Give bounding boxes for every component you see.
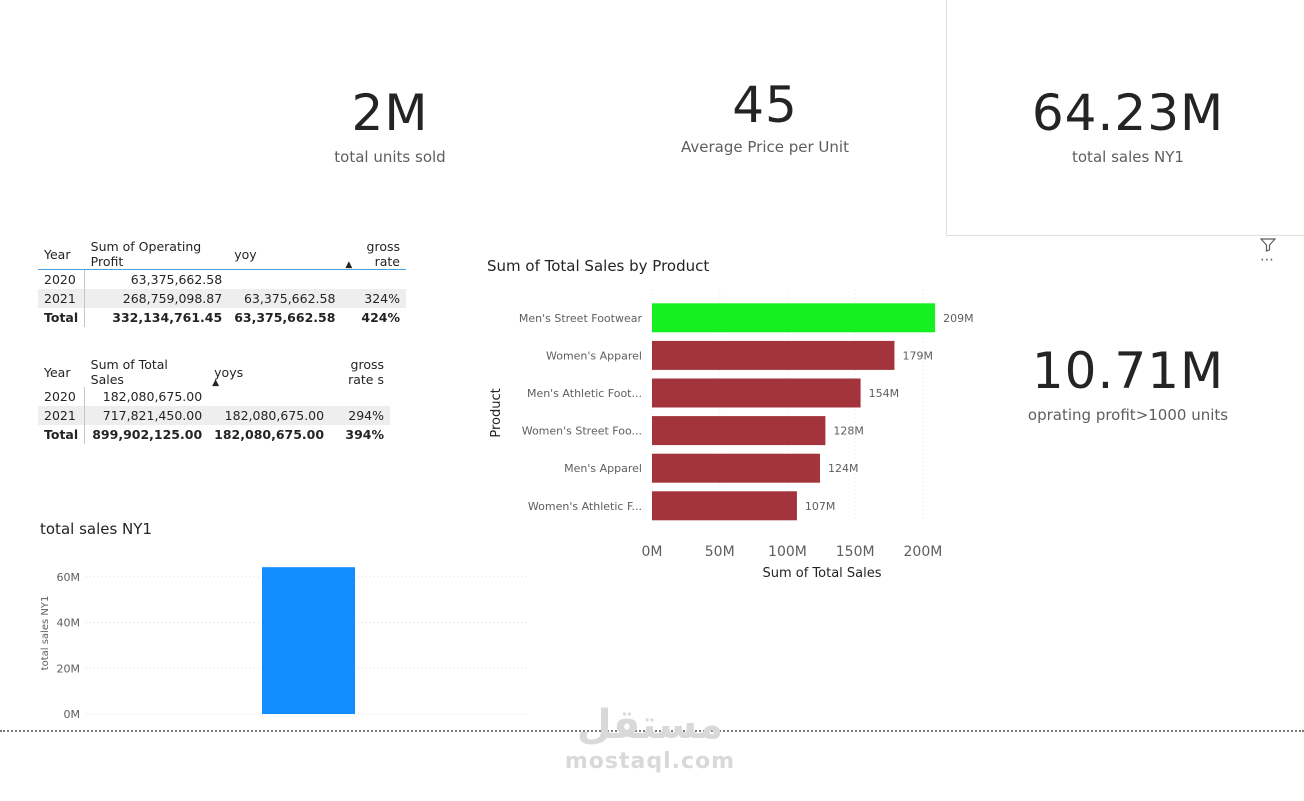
ny1-sales-chart[interactable]: 0M 20M 40M 60M total sales NY1 [30,545,530,730]
x-tick-label: 50M [705,544,735,560]
year-cell: 2020 [38,387,86,406]
kpi-value: 10.71M [1031,342,1225,400]
sort-ascending-icon: ▲ [212,378,220,388]
kpi-card-sales-ny1[interactable]: 64.23M total sales NY1 [1010,88,1246,166]
operating-profit-table: Year Sum of Operating Profit yoy gross r… [38,239,406,327]
year-cell: 2020 [38,269,86,289]
more-options-icon[interactable]: ⋯ [1260,252,1274,268]
yoys-cell: 182,080,675.00 [208,406,331,425]
yoy-cell [228,270,341,290]
y-tick-label: Men's Athletic Foot... [527,387,642,400]
column-header-label: gross rate [366,239,400,269]
profit-cell: 63,375,662.58 [130,272,223,287]
rate-cell: 294% [330,406,390,425]
yoy-cell: 63,375,662.58 [234,310,336,325]
year-cell: 2021 [38,289,86,308]
bar [652,340,895,370]
kpi-value: 2M [351,84,429,142]
watermark-latin: mostaql.com [564,749,736,774]
table-row: 2020 182,080,675.00 [38,387,390,406]
x-axis-title: Sum of Total Sales [762,566,881,581]
sales-cell: 717,821,450.00 [84,406,209,425]
year-cell: Total [38,425,86,444]
rate-cell: 324% [341,289,406,308]
data-label: 179M [902,349,933,362]
kpi-value: 64.23M [1031,84,1225,142]
data-label: 209M [943,312,974,325]
kpi-value: 45 [732,76,798,134]
data-label: 107M [805,500,836,513]
profit-cell: 332,134,761.45 [112,310,223,325]
column-header-yoys[interactable]: yoys ▲ [208,357,330,389]
rate-cell [330,387,390,406]
y-axis-title: total sales NY1 [40,596,51,671]
y-tick-label: Men's Apparel [564,462,642,475]
y-tick-label: Women's Apparel [546,349,642,362]
y-tick-label: Men's Street Footwear [519,312,643,325]
kpi-label: Average Price per Unit [681,138,849,156]
rate-cell: 424% [361,310,400,325]
y-tick-label: 0M [64,708,81,721]
sales-cell: 899,902,125.00 [92,427,203,442]
bar [652,303,936,333]
kpi-label: total units sold [334,148,446,166]
filter-icon[interactable] [1259,238,1277,256]
column-header-operating-profit[interactable]: Sum of Operating Profit [84,239,229,270]
bar [262,567,355,714]
data-label: 128M [833,425,864,438]
year-cell: 2021 [38,406,86,425]
kpi-card-frame [946,0,1304,236]
kpi-label: oprating profit>1000 units [1027,406,1229,424]
data-label: 124M [828,462,859,475]
watermark-logo: مستقل mostaql.com [560,705,740,774]
bar [652,491,797,521]
table-row: 2021 717,821,450.00 182,080,675.00 294% [38,406,390,425]
table-total-row: Total 332,134,761.45 63,375,662.58 424% [38,308,406,327]
ny1-chart-title: total sales NY1 [40,520,152,538]
product-chart-title: Sum of Total Sales by Product [487,257,710,275]
sort-ascending-icon: ▲ [345,260,353,270]
total-sales-table: Year Sum of Total Sales yoys ▲ gross rat… [38,357,390,444]
table-row: 2020 63,375,662.58 [38,269,406,290]
column-header-year[interactable]: Year [38,239,85,270]
table-row: 2021 268,759,098.87 63,375,662.58 324% [38,289,406,308]
page-divider [0,730,1304,732]
rate-cell [341,270,406,290]
y-tick-label: 40M [57,617,81,630]
y-tick-label: 60M [57,571,81,584]
x-tick-label: 0M [642,544,663,560]
column-header-label: yoys [214,364,244,380]
yoy-cell: 63,375,662.58 [228,289,342,308]
y-tick-label: Women's Street Foo... [522,425,642,438]
kpi-label: total sales NY1 [1072,148,1184,166]
y-tick-label: 20M [57,662,81,675]
column-header-year[interactable]: Year [44,364,71,380]
watermark-arabic: مستقل [576,702,724,748]
y-tick-label: Women's Athletic F... [528,500,642,513]
kpi-card-op-profit[interactable]: 10.71M oprating profit>1000 units [1010,346,1246,424]
column-header-gross-rate[interactable]: gross rate ▲ [341,239,406,270]
bar [652,378,861,408]
x-tick-label: 150M [836,544,875,560]
bar [652,453,820,483]
y-axis-title: Product [489,388,504,437]
kpi-card-avg-price[interactable]: 45 Average Price per Unit [665,80,865,156]
kpi-card-units[interactable]: 2M total units sold [310,88,470,166]
data-label: 154M [869,387,900,400]
product-sales-chart[interactable]: 0M 50M 100M 150M 200M Men's Street Footwear 20… [480,280,1000,620]
yoys-cell: 182,080,675.00 [214,427,325,442]
column-header-total-sales[interactable]: Sum of Total Sales [90,357,168,387]
bar [652,416,826,446]
sales-cell: 182,080,675.00 [102,389,203,404]
column-header-yoy[interactable]: yoy [228,239,342,270]
x-tick-label: 200M [904,544,943,560]
year-cell: Total [38,308,86,327]
column-header-gross-rate-s[interactable]: gross rate s [348,357,384,387]
table-total-row: Total 899,902,125.00 182,080,675.00 394% [38,425,390,444]
rate-cell: 394% [345,427,384,442]
x-tick-label: 100M [768,544,807,560]
visual-header: ⋯ [1259,238,1304,272]
yoys-cell [208,387,330,406]
profit-cell: 268,759,098.87 [84,289,229,308]
